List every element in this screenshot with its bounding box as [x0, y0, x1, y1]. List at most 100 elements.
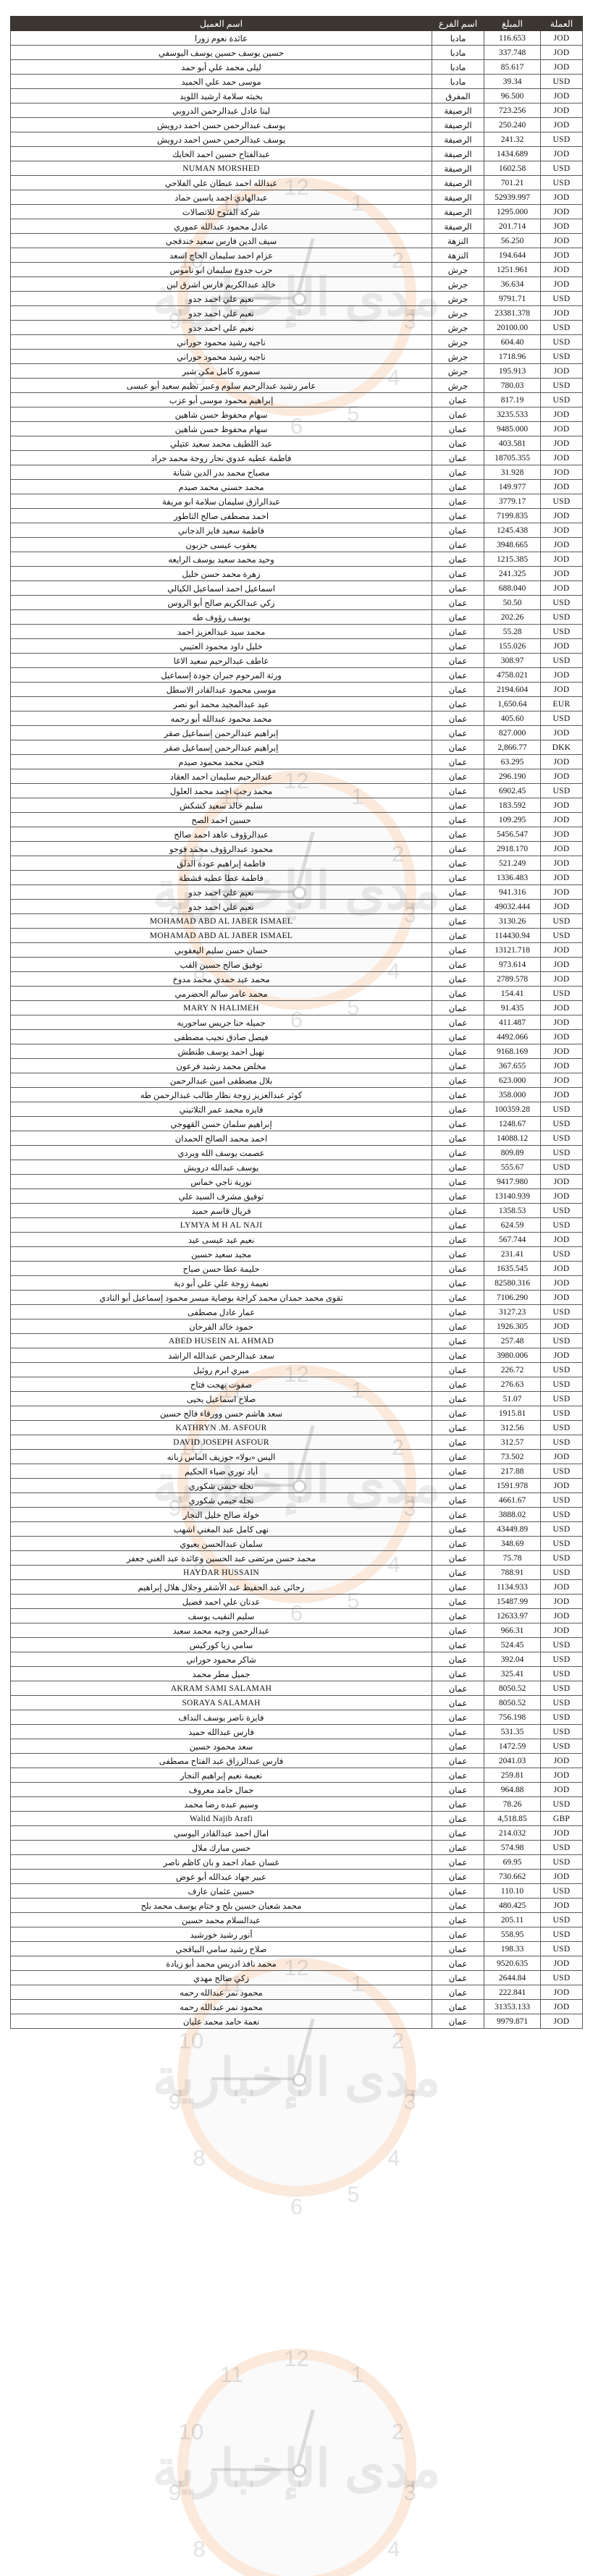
- cell-amount: 555.67: [484, 1160, 541, 1175]
- column-header-currency[interactable]: العملة: [540, 16, 583, 31]
- table-row: USD 4661.67 عمان نجله جيمي شكوري: [10, 1492, 583, 1508]
- table-row: JOD 12633.97 عمان سليم النقيب يوسف: [10, 1608, 583, 1623]
- cell-branch: عمان: [432, 465, 484, 480]
- cell-customer-name: عدنان علي احمد فضيل: [10, 1594, 432, 1609]
- cell-currency: JOD: [540, 1753, 583, 1768]
- cell-currency: USD: [540, 1333, 583, 1348]
- table-row: JOD 480.425 عمان محمد شعبان حسين بلح و ختام…: [10, 1898, 583, 1913]
- cell-currency: JOD: [540, 1898, 583, 1913]
- table-row: USD 788.91 عمان HAYDAR HUSSAIN: [10, 1565, 583, 1580]
- table-row: JOD 13140.939 عمان توفيق مشرف السيد علي: [10, 1188, 583, 1204]
- clock-num-4: 4: [387, 2145, 400, 2171]
- table-row: USD 257.48 عمان ABED HUSEIN AL AHMAD: [10, 1333, 583, 1348]
- cell-currency: JOD: [540, 523, 583, 538]
- cell-amount: 3130.26: [484, 913, 541, 929]
- cell-amount: 973.614: [484, 957, 541, 972]
- cell-branch: عمان: [432, 1362, 484, 1377]
- cell-branch: عمان: [432, 580, 484, 596]
- table-row: USD 756.198 عمان فايزة ناصر يوسف النداف: [10, 1710, 583, 1725]
- cell-customer-name: حسان حسن سليم اليعقوبي: [10, 942, 432, 958]
- cell-amount: 604.40: [484, 334, 541, 350]
- cell-currency: JOD: [540, 407, 583, 422]
- table-row: JOD 973.614 عمان توفيق صالح حسين القب: [10, 957, 583, 972]
- cell-amount: 337.748: [484, 45, 541, 60]
- cell-branch: عمان: [432, 1275, 484, 1291]
- table-row: USD 3888.02 عمان خولة صالح خليل النجار: [10, 1507, 583, 1522]
- cell-customer-name: محمد سيد عبدالعزيز احمد: [10, 624, 432, 639]
- cell-amount: 1358.53: [484, 1203, 541, 1218]
- cell-customer-name: ميري ابرم روئيل: [10, 1362, 432, 1377]
- cell-customer-name: يوسف رؤوف طه: [10, 609, 432, 625]
- cell-customer-name: بخيته سلامة ارشيد اللويد: [10, 88, 432, 104]
- cell-branch: عمان: [432, 870, 484, 885]
- cell-currency: USD: [540, 320, 583, 335]
- cell-customer-name: محمود عبدالرؤوف محمد فوجو: [10, 841, 432, 856]
- cell-customer-name: محمد حسني محمد صيدم: [10, 479, 432, 494]
- table-row: JOD 259.81 عمان نعيمة نعيم إبراهيم النجار: [10, 1768, 583, 1783]
- cell-amount: 202.26: [484, 609, 541, 625]
- table-row: JOD 723.256 الرصيفة لينا عادل عبدالرحمن الد…: [10, 103, 583, 118]
- cell-customer-name: عبد اللطيف محمد سعيد عتيلي: [10, 436, 432, 451]
- cell-customer-name: اليس «بولا» جوزيف الماس زبانه: [10, 1449, 432, 1464]
- cell-amount: 688.040: [484, 580, 541, 596]
- cell-currency: JOD: [540, 1058, 583, 1073]
- cell-amount: 9485.000: [484, 421, 541, 436]
- column-header-name[interactable]: اسم العميل: [10, 16, 432, 31]
- cell-amount: 198.33: [484, 1941, 541, 1956]
- table-row: USD 114430.94 عمان MOHAMAD ABD AL JABER ISM…: [10, 928, 583, 943]
- watermark-text: مدى الإخبارية: [152, 2049, 441, 2107]
- table-row: JOD 3948.665 عمان يعقوب عيسى حزبون: [10, 537, 583, 552]
- cell-amount: 1434.689: [484, 146, 541, 161]
- clock-num-8: 8: [193, 2145, 206, 2171]
- cell-amount: 2644.84: [484, 1970, 541, 1985]
- cell-amount: 13140.939: [484, 1188, 541, 1204]
- clock-dial: [188, 2360, 405, 2576]
- cell-customer-name: نعمة حامد محمد عليان: [10, 2014, 432, 2029]
- cell-currency: JOD: [540, 1579, 583, 1595]
- cell-amount: 14088.12: [484, 1131, 541, 1146]
- cell-customer-name: ABED HUSEIN AL AHMAD: [10, 1333, 432, 1348]
- cell-customer-name: شركة الفتوح للاتصالات: [10, 204, 432, 219]
- table-row: JOD 2041.03 عمان فارس عبدالرزاق عبد الفتاح …: [10, 1753, 583, 1768]
- cell-amount: 312.56: [484, 1420, 541, 1435]
- cell-amount: 8050.52: [484, 1681, 541, 1696]
- column-header-amount[interactable]: المبلغ: [484, 16, 541, 31]
- cell-customer-name: نهيل احمد يوسف طنطش: [10, 1044, 432, 1059]
- table-row: JOD 403.581 عمان عبد اللطيف محمد سعيد عتيلي: [10, 436, 583, 451]
- cell-customer-name: أياد نوري ضياء الحكيم: [10, 1464, 432, 1479]
- cell-currency: USD: [540, 1652, 583, 1667]
- cell-currency: JOD: [540, 725, 583, 740]
- cell-amount: 205.11: [484, 1912, 541, 1927]
- cell-customer-name: عاطف عبدالرحيم سعيد الاغا: [10, 653, 432, 668]
- cell-customer-name: سعد محمود حسين: [10, 1739, 432, 1754]
- table-row: JOD 250.240 الرصيفة يوسف عبدالرحمن حسن احمد…: [10, 117, 583, 132]
- cell-branch: عمان: [432, 1912, 484, 1927]
- cell-branch: عمان: [432, 783, 484, 798]
- cell-branch: عمان: [432, 1724, 484, 1739]
- clock-num-9: 9: [168, 2088, 182, 2114]
- cell-branch: الرصيفة: [432, 103, 484, 118]
- cell-currency: USD: [540, 378, 583, 393]
- table-body: JOD 116.653 مادبا عائدة نعوم زورا JOD 337.748…: [10, 30, 583, 2029]
- column-header-branch[interactable]: اسم الفرع: [432, 16, 484, 31]
- table-row: USD 701.21 الرصيفة عبدالله احمد عبطان علي ا…: [10, 175, 583, 190]
- table-row: JOD 1336.483 عمان فاطمة عطا عطيه قشطة: [10, 870, 583, 885]
- cell-amount: 109.295: [484, 812, 541, 827]
- table-row: USD 558.95 عمان أنور رشيد خورشيد: [10, 1927, 583, 1942]
- cell-branch: جرش: [432, 334, 484, 350]
- cell-branch: عمان: [432, 971, 484, 987]
- cell-branch: عمان: [432, 1753, 484, 1768]
- cell-customer-name: سليم النقيب يوسف: [10, 1608, 432, 1623]
- cell-customer-name: سهام محفوظ حسن شاهين: [10, 407, 432, 422]
- cell-branch: عمان: [432, 1710, 484, 1725]
- table-row: JOD 56.250 النزهة سيف الدين فارس سعيد خندقج…: [10, 233, 583, 248]
- table-row: JOD 941.316 عمان نعيم علي احمد جدو: [10, 884, 583, 900]
- table-row: USD 780.03 جرش عامر رشيد عبدالرحيم سلوم وعب…: [10, 378, 583, 393]
- cell-branch: عمان: [432, 1160, 484, 1175]
- table-row: JOD 9520.635 عمان محمد نافذ ادريس محمد أبو …: [10, 1956, 583, 1971]
- cell-amount: 75.78: [484, 1550, 541, 1566]
- cell-currency: JOD: [540, 1608, 583, 1623]
- cell-customer-name: فاطمة إبراهيم عودة الدلق: [10, 856, 432, 871]
- cell-amount: 259.81: [484, 1768, 541, 1783]
- cell-branch: عمان: [432, 841, 484, 856]
